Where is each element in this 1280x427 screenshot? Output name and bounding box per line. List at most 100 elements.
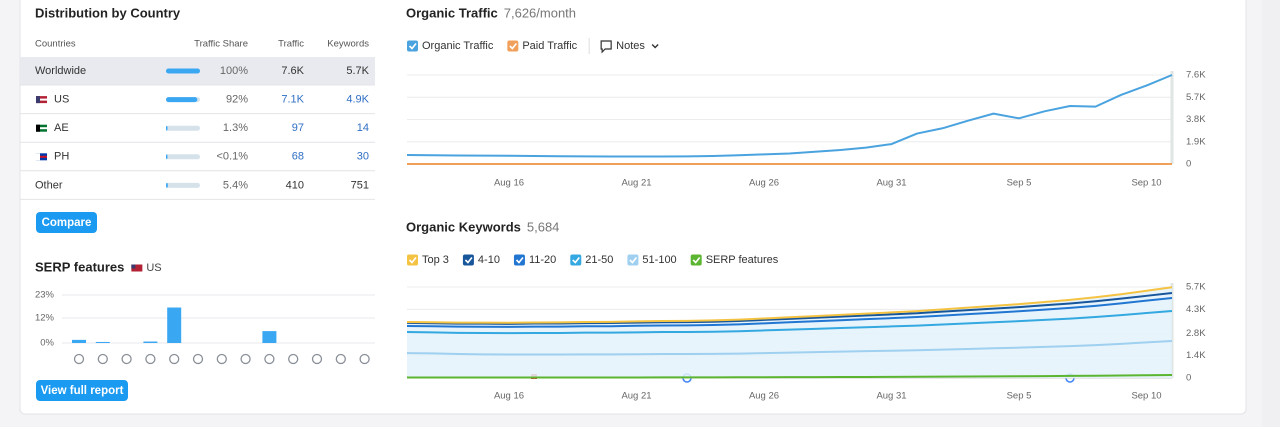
feature-icon[interactable]	[97, 353, 108, 365]
legend-checkbox[interactable]	[690, 254, 702, 266]
traffic[interactable]: 97	[292, 122, 304, 134]
traffic: 410	[286, 179, 304, 191]
x-tick-label: Aug 16	[494, 391, 524, 402]
feature-icon[interactable]	[73, 353, 85, 365]
feature-icon[interactable]	[311, 353, 323, 365]
share-label: 1.3%	[223, 122, 248, 134]
chart-title: Organic Keywords	[406, 219, 521, 234]
traffic[interactable]: 68	[292, 151, 304, 163]
legend-checkbox-check	[629, 257, 638, 264]
bar	[167, 307, 182, 343]
flag	[36, 96, 40, 104]
bar	[143, 341, 158, 343]
y-tick-label: 1.9K	[1186, 136, 1206, 147]
legend-checkbox[interactable]	[570, 254, 582, 266]
legend-label[interactable]: 21-50	[585, 254, 613, 266]
column-header: Traffic Share	[194, 39, 248, 50]
feature-icon[interactable]	[359, 353, 370, 365]
legend-label[interactable]: 51-100	[642, 254, 676, 266]
bar	[95, 341, 110, 343]
report-button[interactable]	[36, 380, 128, 401]
series-line	[406, 286, 1173, 324]
share-track	[166, 125, 200, 131]
legend-checkbox[interactable]	[407, 40, 418, 52]
feature-icon[interactable]	[288, 353, 299, 365]
country: Other	[35, 179, 63, 191]
y-tick-label: 12%	[35, 312, 55, 323]
y-tick-label: 3.8K	[1186, 114, 1206, 125]
bar	[262, 331, 277, 343]
legend-label[interactable]: Paid Traffic	[522, 40, 577, 52]
y-tick-label: 23%	[35, 290, 55, 301]
x-tick-label: Aug 31	[876, 178, 906, 189]
y-tick-label: 0%	[40, 338, 54, 349]
share-track	[166, 154, 200, 160]
traffic[interactable]: 7.1K	[281, 94, 304, 106]
series-line	[406, 74, 1173, 158]
series-line	[406, 309, 1173, 335]
x-tick-label: Aug 26	[749, 178, 779, 189]
area-band	[407, 292, 1172, 327]
country: AE	[54, 122, 69, 134]
notes-label[interactable]: Notes	[616, 40, 645, 52]
x-tick-label: Sep 10	[1131, 178, 1161, 189]
series-line	[406, 296, 1173, 328]
flag	[131, 264, 143, 272]
legend-checkbox[interactable]	[407, 254, 418, 266]
flag	[36, 98, 47, 101]
area-band	[407, 297, 1172, 334]
notes-icon[interactable]	[600, 40, 612, 54]
feature-icon[interactable]	[335, 353, 346, 365]
x-tick-label: Aug 31	[876, 391, 906, 402]
chart-subtitle: 7,626/month	[504, 5, 576, 20]
legend-label[interactable]: Top 3	[422, 254, 449, 266]
country: Worldwide	[35, 65, 86, 77]
legend-label[interactable]: SERP features	[706, 254, 779, 266]
legend-checkbox-check	[572, 257, 580, 264]
y-tick-label: 4.3K	[1186, 304, 1206, 315]
legend-checkbox-check	[408, 43, 417, 50]
y-tick-label: 7.6K	[1186, 70, 1206, 81]
feature-icon[interactable]	[145, 353, 156, 365]
feature-icon[interactable]	[192, 353, 204, 365]
legend-label[interactable]: Organic Traffic	[422, 40, 494, 52]
chart-title: SERP features	[35, 259, 124, 274]
feature-icon[interactable]	[240, 353, 251, 365]
keywords: 5.7K	[346, 65, 369, 77]
x-tick-label: Sep 10	[1131, 391, 1161, 402]
y-tick-label: 0	[1186, 373, 1191, 384]
legend-checkbox-check	[692, 257, 701, 264]
report-label[interactable]: View full report	[41, 385, 124, 397]
flag	[36, 155, 47, 158]
legend-checkbox[interactable]	[627, 254, 639, 266]
keywords[interactable]: 4.9K	[346, 94, 369, 106]
country: PH	[54, 151, 69, 163]
legend-checkbox[interactable]	[513, 254, 525, 266]
legend-label[interactable]: 11-20	[529, 254, 556, 266]
share-track	[166, 182, 200, 188]
legend-checkbox[interactable]	[462, 254, 474, 266]
legend-checkbox[interactable]	[507, 40, 519, 52]
flag	[131, 264, 136, 269]
x-tick-label: Sep 5	[1007, 178, 1032, 189]
column-header: Countries	[35, 39, 76, 50]
compare-button[interactable]	[36, 212, 97, 233]
share-bar	[166, 125, 168, 131]
feature-icon[interactable]	[169, 353, 180, 365]
chart-subtitle: US	[146, 262, 161, 274]
scrollbar-track	[1262, 0, 1280, 427]
feature-icon[interactable]	[216, 353, 227, 365]
compare-label[interactable]: Compare	[42, 217, 92, 229]
feature-icon[interactable]	[121, 353, 132, 365]
feature-icon[interactable]	[264, 353, 275, 365]
x-tick-label: Sep 5	[1007, 391, 1032, 402]
share-label: 92%	[226, 94, 248, 106]
keywords[interactable]: 30	[357, 151, 369, 163]
flag	[36, 124, 40, 132]
y-tick-label: 0	[1186, 159, 1191, 170]
keywords[interactable]: 14	[357, 122, 369, 134]
share-label: 5.4%	[223, 179, 248, 191]
legend-label[interactable]: 4-10	[478, 254, 500, 266]
series-line	[406, 291, 1173, 325]
keywords: 751	[351, 179, 369, 191]
